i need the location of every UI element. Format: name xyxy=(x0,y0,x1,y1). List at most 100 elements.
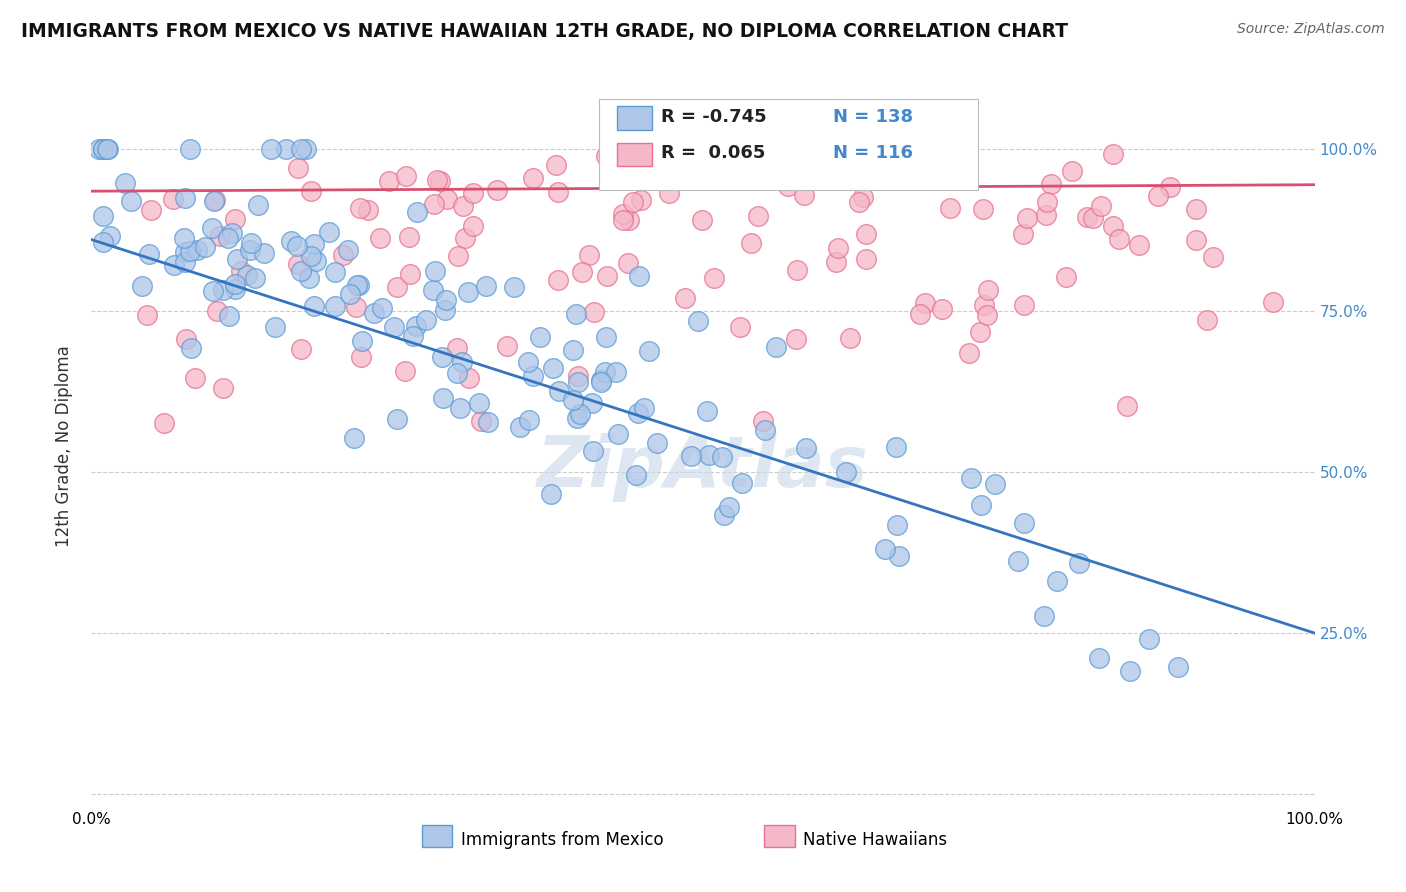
Point xyxy=(343,431,366,445)
Point xyxy=(136,308,159,322)
Point xyxy=(318,225,340,239)
Point xyxy=(875,542,897,557)
Point xyxy=(1159,180,1181,194)
Point xyxy=(402,329,425,343)
Point xyxy=(645,435,668,450)
Point xyxy=(931,301,953,316)
Point xyxy=(1090,199,1112,213)
Y-axis label: 12th Grade, No Diploma: 12th Grade, No Diploma xyxy=(55,345,73,547)
Point xyxy=(1067,556,1090,570)
Point xyxy=(457,285,479,299)
Point xyxy=(617,213,640,227)
Point xyxy=(298,270,321,285)
Point xyxy=(385,280,408,294)
Point xyxy=(153,416,176,430)
Point xyxy=(540,487,562,501)
Point xyxy=(503,280,526,294)
Point xyxy=(186,243,208,257)
Point xyxy=(704,165,727,179)
Point xyxy=(290,342,312,356)
Point xyxy=(627,268,650,283)
Point xyxy=(969,326,991,340)
Point xyxy=(211,283,233,297)
Point xyxy=(432,391,454,405)
Point xyxy=(184,371,207,385)
Point xyxy=(703,270,725,285)
Point xyxy=(786,262,808,277)
Point xyxy=(855,252,877,266)
Point xyxy=(612,207,634,221)
Point xyxy=(591,373,613,387)
FancyBboxPatch shape xyxy=(617,106,651,130)
Point xyxy=(1035,208,1057,222)
Point xyxy=(387,412,409,426)
Point xyxy=(398,229,420,244)
Point xyxy=(696,404,718,418)
Point xyxy=(529,330,551,344)
Point xyxy=(1261,294,1284,309)
Point xyxy=(785,332,807,346)
Point xyxy=(1108,232,1130,246)
Point xyxy=(287,257,309,271)
Point xyxy=(1115,399,1137,413)
Point xyxy=(461,219,484,233)
Point xyxy=(565,307,588,321)
Point xyxy=(673,291,696,305)
Point xyxy=(794,442,817,456)
Point xyxy=(972,202,994,216)
Point xyxy=(325,265,347,279)
Point xyxy=(436,193,458,207)
Point xyxy=(1012,516,1035,531)
Point xyxy=(240,235,263,250)
Point xyxy=(583,304,606,318)
Point xyxy=(1060,163,1083,178)
Point xyxy=(731,476,754,491)
Point xyxy=(1195,313,1218,327)
Point xyxy=(194,239,217,253)
Point xyxy=(1101,219,1123,233)
Point xyxy=(578,248,600,262)
Point xyxy=(957,345,980,359)
Point xyxy=(450,355,472,369)
Point xyxy=(285,239,308,253)
Point xyxy=(179,142,201,156)
Point xyxy=(561,392,583,407)
Point xyxy=(174,191,197,205)
Point xyxy=(224,282,246,296)
Point xyxy=(276,142,298,156)
Point xyxy=(378,174,401,188)
Point xyxy=(824,254,846,268)
Point xyxy=(754,424,776,438)
Point xyxy=(295,142,318,156)
Point xyxy=(91,209,114,223)
Point xyxy=(246,197,269,211)
Point xyxy=(217,231,239,245)
Point xyxy=(449,401,471,415)
Point xyxy=(717,500,740,514)
Point xyxy=(697,449,720,463)
Point xyxy=(910,307,932,321)
Point xyxy=(595,268,617,283)
Point xyxy=(209,228,232,243)
Point xyxy=(1035,195,1057,210)
Point xyxy=(243,270,266,285)
Point xyxy=(415,313,437,327)
Point xyxy=(516,355,538,369)
FancyBboxPatch shape xyxy=(599,99,979,189)
Point xyxy=(394,364,416,378)
Point xyxy=(1137,632,1160,646)
Point xyxy=(100,229,122,244)
Point xyxy=(690,213,713,227)
Point xyxy=(339,287,361,301)
Point xyxy=(451,199,474,213)
Point xyxy=(454,231,477,245)
Point xyxy=(793,188,815,202)
Point xyxy=(202,194,225,209)
Point xyxy=(458,371,481,385)
Point xyxy=(405,205,427,219)
Point xyxy=(238,243,260,257)
Point xyxy=(1054,269,1077,284)
Point xyxy=(1012,298,1035,312)
Point xyxy=(305,254,328,268)
FancyBboxPatch shape xyxy=(422,825,453,847)
